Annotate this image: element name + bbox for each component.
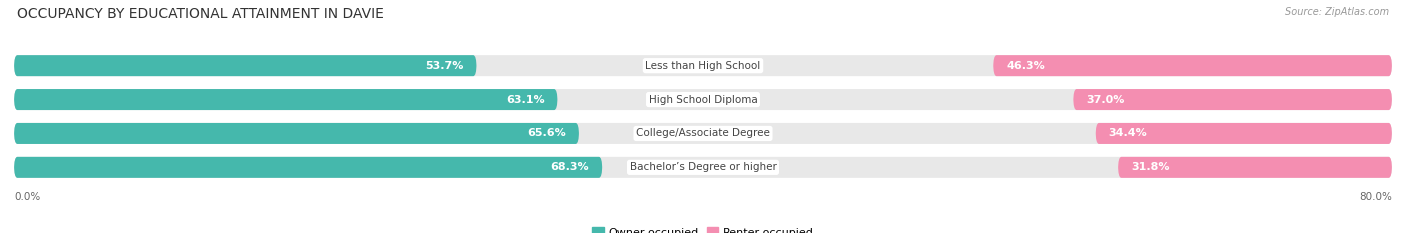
Text: 31.8%: 31.8%	[1130, 162, 1170, 172]
FancyBboxPatch shape	[14, 123, 579, 144]
FancyBboxPatch shape	[1073, 89, 1392, 110]
FancyBboxPatch shape	[14, 89, 1392, 110]
FancyBboxPatch shape	[14, 157, 602, 178]
FancyBboxPatch shape	[1118, 157, 1392, 178]
Text: 0.0%: 0.0%	[14, 192, 41, 202]
Text: 63.1%: 63.1%	[506, 95, 544, 105]
Text: College/Associate Degree: College/Associate Degree	[636, 128, 770, 138]
FancyBboxPatch shape	[993, 55, 1392, 76]
Text: 34.4%: 34.4%	[1108, 128, 1147, 138]
Text: Source: ZipAtlas.com: Source: ZipAtlas.com	[1285, 7, 1389, 17]
Legend: Owner-occupied, Renter-occupied: Owner-occupied, Renter-occupied	[588, 223, 818, 233]
FancyBboxPatch shape	[14, 157, 1392, 178]
Text: 37.0%: 37.0%	[1087, 95, 1125, 105]
FancyBboxPatch shape	[1095, 123, 1392, 144]
FancyBboxPatch shape	[14, 123, 1392, 144]
Text: 80.0%: 80.0%	[1360, 192, 1392, 202]
Text: 68.3%: 68.3%	[551, 162, 589, 172]
Text: 46.3%: 46.3%	[1007, 61, 1045, 71]
Text: 65.6%: 65.6%	[527, 128, 567, 138]
Text: 53.7%: 53.7%	[425, 61, 464, 71]
Text: Bachelor’s Degree or higher: Bachelor’s Degree or higher	[630, 162, 776, 172]
FancyBboxPatch shape	[14, 89, 557, 110]
FancyBboxPatch shape	[14, 55, 477, 76]
FancyBboxPatch shape	[14, 55, 1392, 76]
Text: OCCUPANCY BY EDUCATIONAL ATTAINMENT IN DAVIE: OCCUPANCY BY EDUCATIONAL ATTAINMENT IN D…	[17, 7, 384, 21]
Text: Less than High School: Less than High School	[645, 61, 761, 71]
Text: High School Diploma: High School Diploma	[648, 95, 758, 105]
